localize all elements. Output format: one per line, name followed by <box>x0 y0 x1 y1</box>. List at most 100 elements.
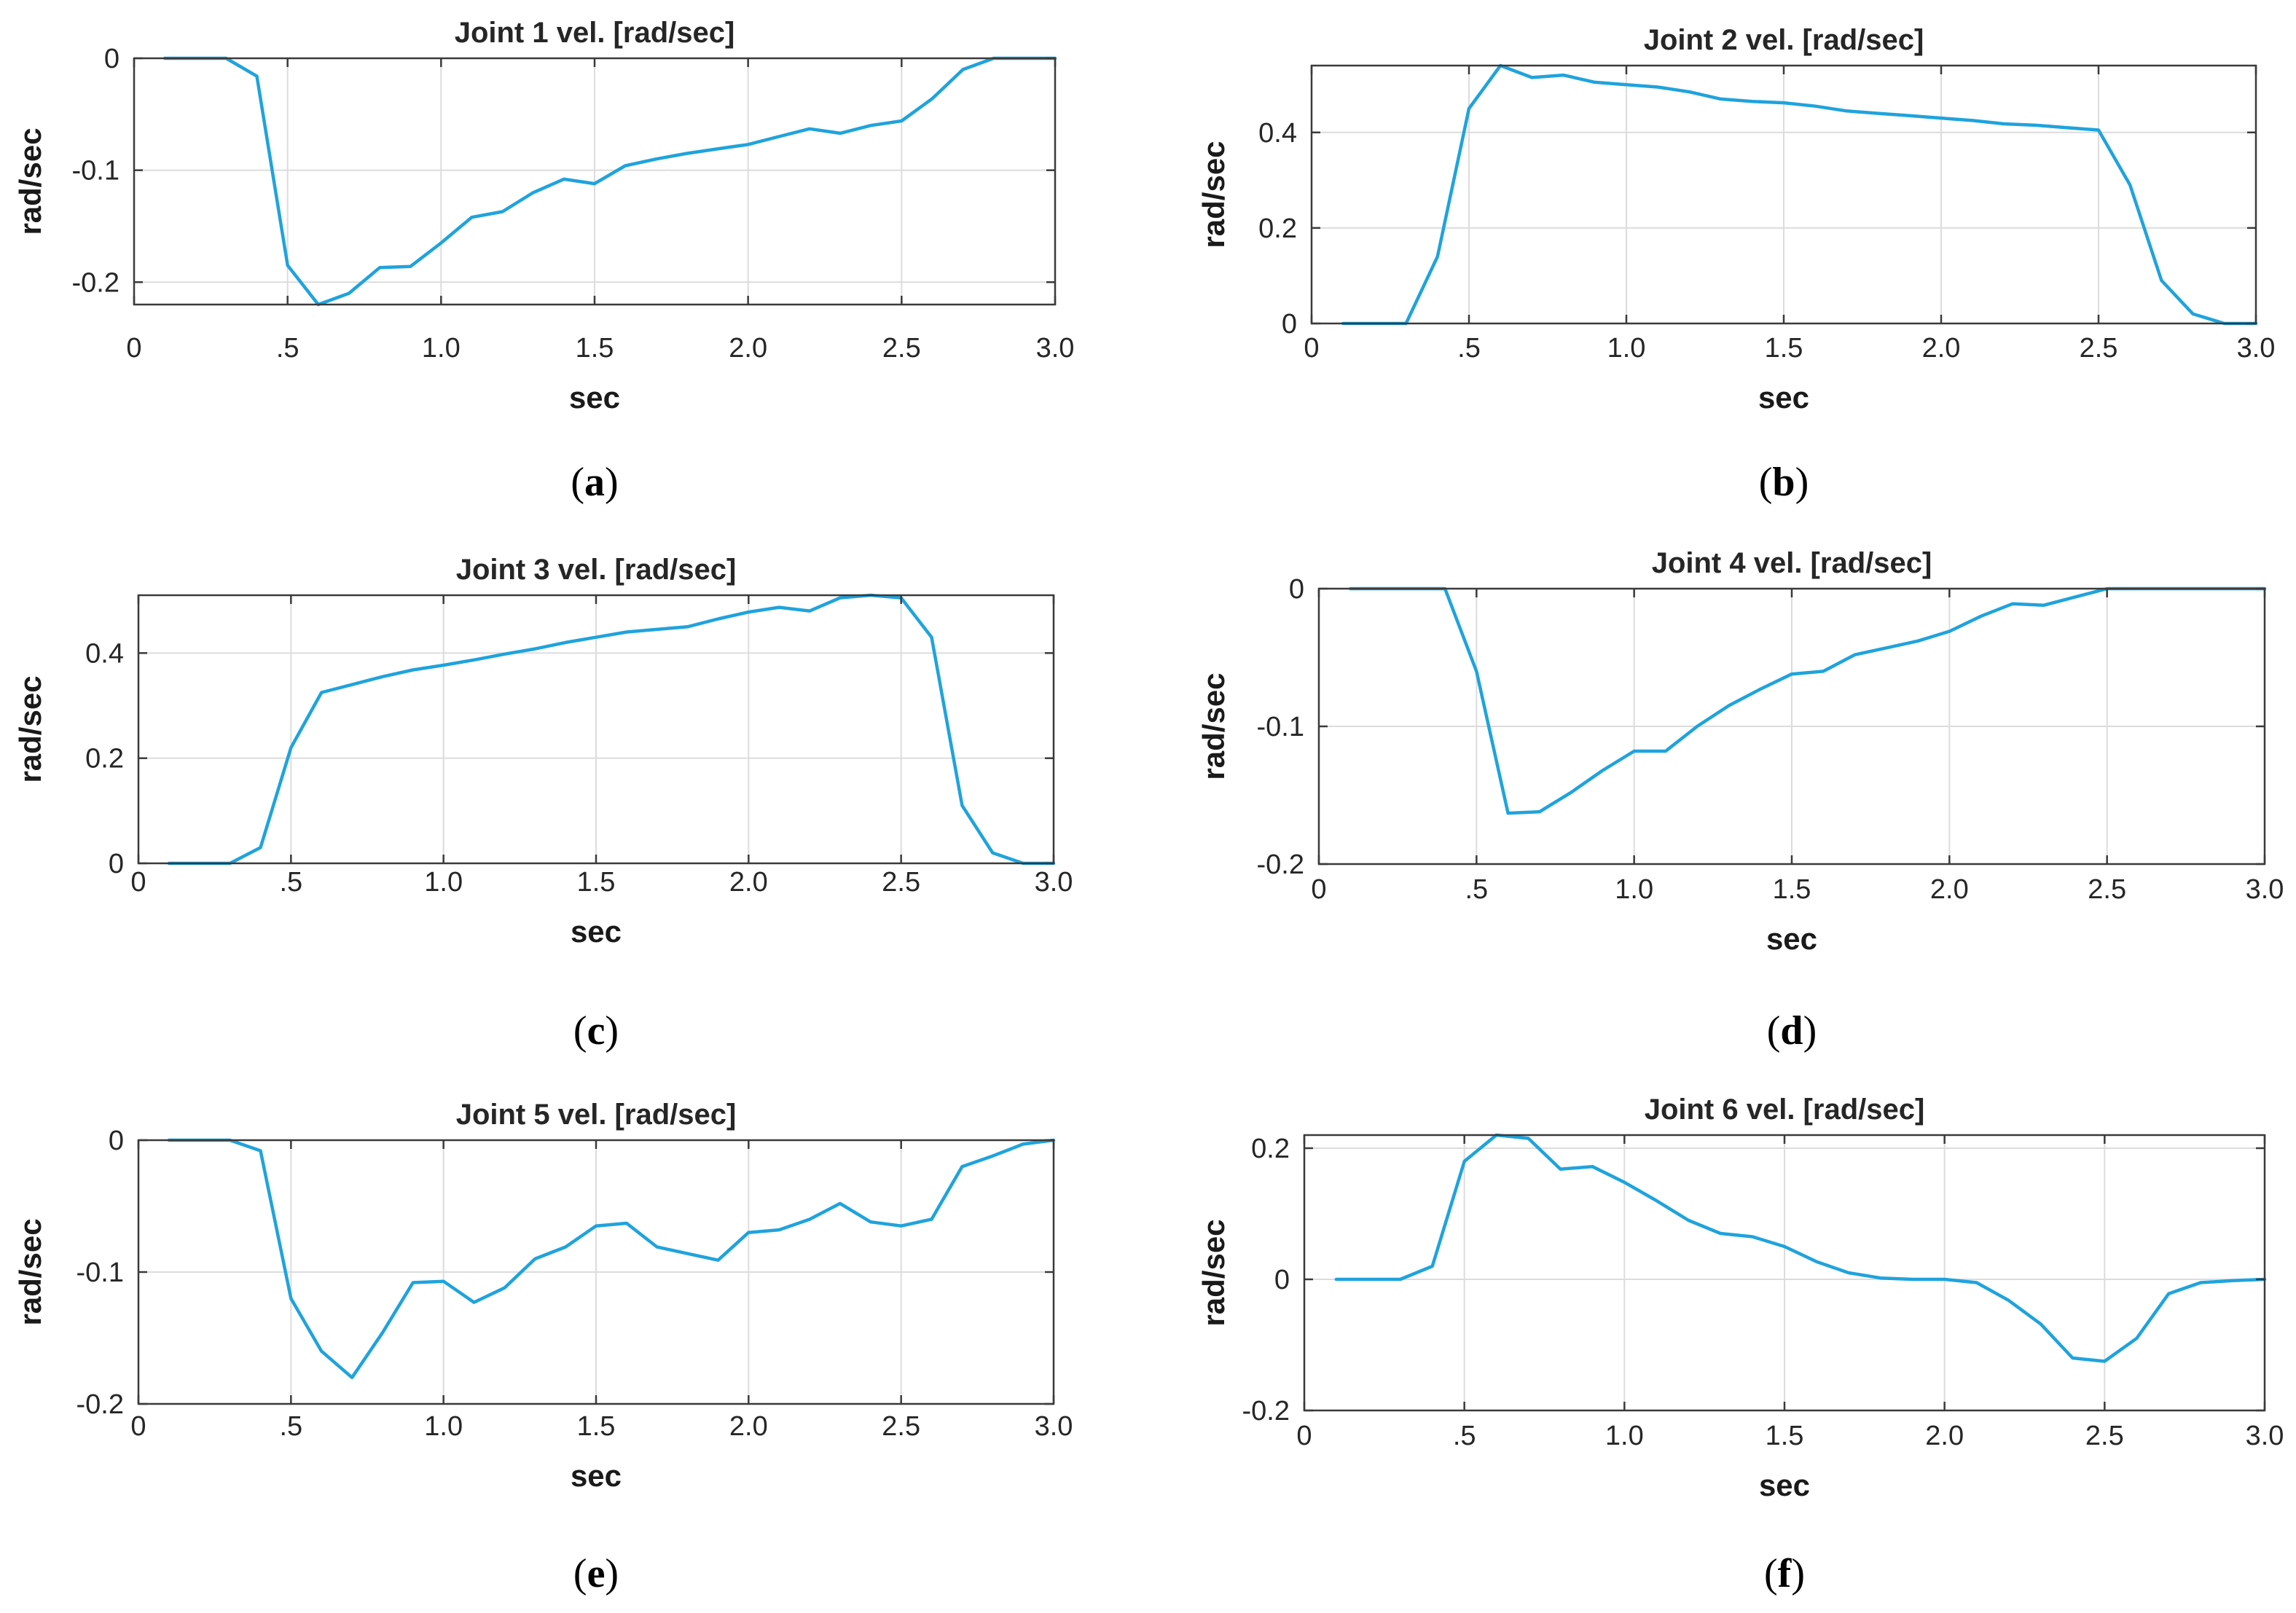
y-tick-label: -0.1 <box>1257 712 1304 742</box>
x-axis-label: sec <box>1759 1468 1810 1502</box>
x-tick-label: 3.0 <box>1035 1411 1073 1442</box>
x-tick-label: 2.0 <box>729 867 768 898</box>
panel-label: (f) <box>1764 1551 1805 1596</box>
x-tick-label: 0 <box>130 867 146 898</box>
x-tick-label: 2.5 <box>882 333 921 364</box>
x-tick-label: 3.0 <box>2246 874 2284 905</box>
panel-label-letter: e <box>587 1551 606 1596</box>
x-tick-label: 0 <box>1311 874 1326 905</box>
x-tick-label: 2.5 <box>882 867 920 898</box>
x-tick-label: 2.5 <box>882 1411 920 1442</box>
series-line <box>167 1138 1056 1380</box>
y-tick-label: 0 <box>109 849 124 879</box>
x-axis-label: sec <box>1766 922 1817 956</box>
chart-panel-b: 0 .5 1.0 1.5 2.0 2.5 3.0 0 0.2 0.4 Joint 2 vel. [r… <box>1196 24 2275 505</box>
series-line <box>167 593 1056 866</box>
y-axis-label: rad/sec <box>13 675 47 782</box>
y-tick-label: 0 <box>1282 309 1297 340</box>
y-tick-label: 0.4 <box>85 638 124 669</box>
y-tick-label: -0.2 <box>1257 849 1304 880</box>
x-tick-label: .5 <box>1465 874 1488 905</box>
x-tick-label: 1.5 <box>577 867 616 898</box>
x-tick-label: .5 <box>276 333 299 364</box>
panel-label-letter: f <box>1778 1551 1792 1596</box>
chart-title: Joint 4 vel. [rad/sec] <box>1652 547 1932 579</box>
panel-label-close: ) <box>605 460 619 505</box>
panel-label-close: ) <box>1791 1551 1805 1596</box>
chart-panel-c: 0 .5 1.0 1.5 2.0 2.5 3.0 0 0.2 0.4 Joint 3 vel. [r… <box>13 554 1073 1053</box>
panel-label-open: ( <box>1759 460 1773 505</box>
y-axis-label: rad/sec <box>13 127 47 235</box>
chart-title: Joint 6 vel. [rad/sec] <box>1645 1094 1925 1126</box>
x-tick-label: 3.0 <box>1035 867 1073 898</box>
x-axis-label: sec <box>569 380 620 415</box>
panel-label-letter: d <box>1780 1008 1803 1053</box>
x-tick-label: 2.5 <box>2085 1421 2124 1451</box>
x-tick-label: 1.5 <box>1765 333 1803 364</box>
chart-title: Joint 5 vel. [rad/sec] <box>456 1099 737 1131</box>
y-tick-label: 0.2 <box>1251 1134 1290 1164</box>
y-axis-label: rad/sec <box>1196 1219 1231 1326</box>
x-tick-label: 3.0 <box>1036 333 1075 364</box>
y-tick-label: 0 <box>109 1126 124 1156</box>
x-tick-label: 0 <box>126 333 141 364</box>
panel-label: (d) <box>1767 1008 1817 1053</box>
x-tick-label: .5 <box>1453 1421 1476 1451</box>
x-tick-label: 3.0 <box>2246 1421 2284 1451</box>
x-axis-label: sec <box>1758 380 1809 415</box>
y-tick-label: 0 <box>1274 1265 1290 1295</box>
x-tick-label: 1.0 <box>424 1411 463 1442</box>
x-tick-label: 1.0 <box>1607 333 1646 364</box>
x-tick-label: 1.0 <box>422 333 461 364</box>
y-tick-label: -0.2 <box>72 267 119 298</box>
panel-label-letter: c <box>587 1008 606 1053</box>
x-tick-label: 2.0 <box>729 333 767 364</box>
x-tick-label: 2.5 <box>2088 874 2126 905</box>
series-line <box>1334 1133 2267 1363</box>
y-tick-label: -0.1 <box>72 156 119 187</box>
x-axis-label: sec <box>571 1459 622 1493</box>
x-tick-label: 0 <box>1304 333 1319 364</box>
panel-label: (c) <box>573 1008 619 1053</box>
x-tick-label: 1.5 <box>576 333 614 364</box>
y-tick-label: 0.2 <box>1258 213 1297 244</box>
y-axis-label: rad/sec <box>1196 141 1231 248</box>
chart-title: Joint 2 vel. [rad/sec] <box>1644 24 1924 56</box>
y-tick-label: 0 <box>1289 574 1304 605</box>
chart-panel-e: 0 .5 1.0 1.5 2.0 2.5 3.0 0 -0.1 -0.2 Joint 5 vel. … <box>13 1099 1073 1596</box>
chart-title: Joint 3 vel. [rad/sec] <box>456 554 737 586</box>
x-tick-label: 1.5 <box>1773 874 1811 905</box>
y-tick-label: -0.2 <box>77 1389 124 1420</box>
x-tick-label: 2.5 <box>2080 333 2118 364</box>
x-tick-label: 2.0 <box>1930 874 1969 905</box>
x-axis-label: sec <box>571 914 622 949</box>
x-tick-label: 1.5 <box>577 1411 616 1442</box>
x-tick-label: 2.0 <box>1925 1421 1964 1451</box>
y-tick-label: 0.2 <box>85 744 124 774</box>
x-tick-label: 1.0 <box>424 867 463 898</box>
chart-panel-a: 0 .5 1.0 1.5 2.0 2.5 3.0 0 -0.1 -0.2 Joint 1 vel. … <box>13 17 1074 505</box>
panel-label-letter: a <box>584 460 605 505</box>
x-tick-label: 3.0 <box>2237 333 2276 364</box>
panel-label: (a) <box>571 460 618 505</box>
chart-title: Joint 1 vel. [rad/sec] <box>455 17 735 49</box>
panel-label-letter: b <box>1772 460 1795 505</box>
panel-label-open: ( <box>573 1551 587 1596</box>
x-tick-label: 1.5 <box>1766 1421 1804 1451</box>
y-tick-label: -0.1 <box>77 1257 124 1288</box>
panel-label: (b) <box>1759 460 1809 505</box>
series-line <box>162 56 1057 307</box>
panel-label-close: ) <box>605 1551 619 1596</box>
y-axis-label: rad/sec <box>13 1218 47 1325</box>
y-axis-label: rad/sec <box>1196 672 1231 780</box>
x-tick-label: .5 <box>279 1411 302 1442</box>
x-tick-label: .5 <box>279 867 302 898</box>
x-tick-label: 0 <box>1296 1421 1312 1451</box>
series-line <box>1341 63 2258 326</box>
panel-label-open: ( <box>1767 1008 1781 1053</box>
panel-label-open: ( <box>1764 1551 1778 1596</box>
panel-label-open: ( <box>573 1008 587 1053</box>
x-tick-label: .5 <box>1457 333 1481 364</box>
panel-label-close: ) <box>1803 1008 1817 1053</box>
